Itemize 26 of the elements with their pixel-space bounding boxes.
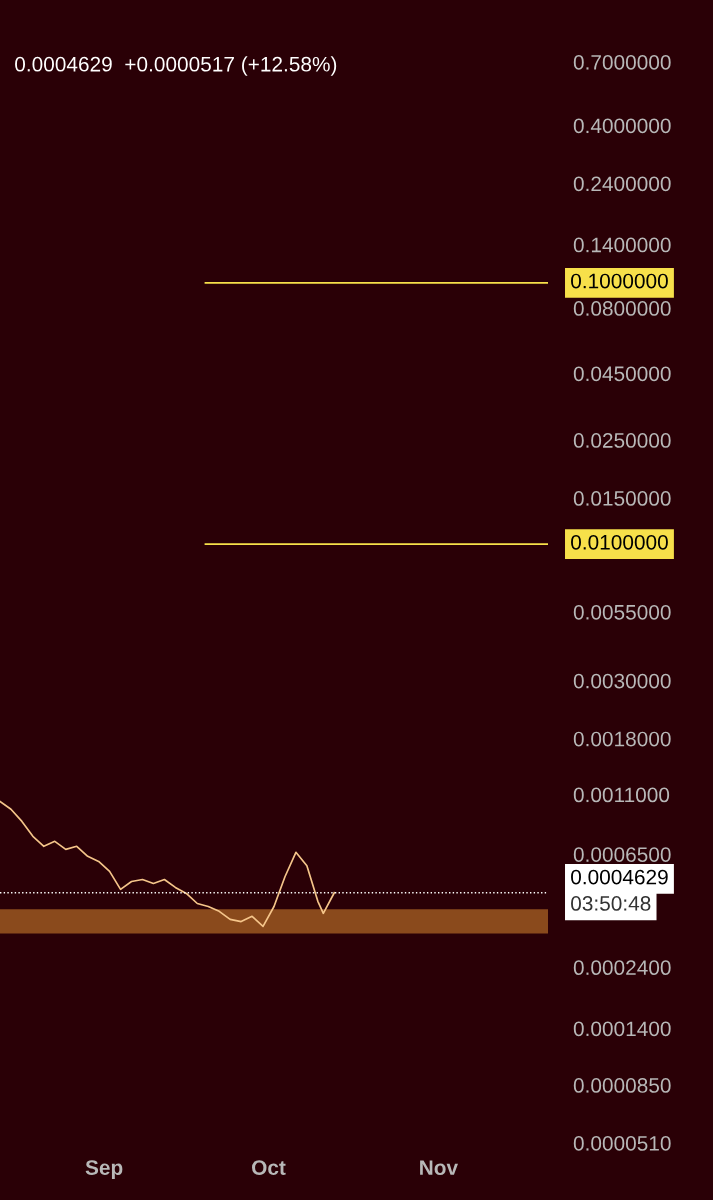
x-tick-label: Sep: [85, 1160, 123, 1180]
y-tick-label: 0.0800000: [573, 301, 671, 316]
y-tick-label: 0.7000000: [573, 55, 671, 70]
y-tick-label: 0.1400000: [573, 237, 671, 253]
line-series: [0, 800, 336, 928]
y-tick-label: 0.0250000: [573, 433, 671, 448]
y-tick-label: 0.2400000: [573, 176, 671, 192]
y-tick-label: 0.0006500: [573, 847, 671, 862]
y-tick-label: 0.0001400: [573, 1021, 671, 1037]
y-tick-label: 0.0450000: [573, 366, 671, 382]
y-tick-label: 0.0055000: [573, 604, 671, 620]
ref-line-label: 0.1000000: [571, 273, 668, 289]
y-tick-label: 0.4000000: [573, 118, 671, 134]
y-tick-label: 0.0011000: [573, 787, 670, 803]
text: 03:50:48: [571, 896, 651, 911]
x-tick-label: Oct: [252, 1160, 286, 1175]
y-tick-label: 0.0150000: [573, 491, 671, 506]
y-tick-label: 0.0030000: [573, 673, 671, 689]
x-tick-label: Nov: [420, 1160, 458, 1175]
ref-line-label: 0.0100000: [571, 534, 668, 550]
y-tick-label: 0.0002400: [573, 960, 671, 976]
y-tick-label: 0.0000510: [573, 1136, 671, 1151]
ref-line-label: 0.0004629: [571, 869, 668, 885]
y-tick-label: 0.0018000: [573, 731, 671, 747]
chart-subtitle: 0.0004629 +0.0000517 (+12.58%): [15, 56, 337, 76]
y-tick-label: 0.0000850: [573, 1078, 671, 1093]
